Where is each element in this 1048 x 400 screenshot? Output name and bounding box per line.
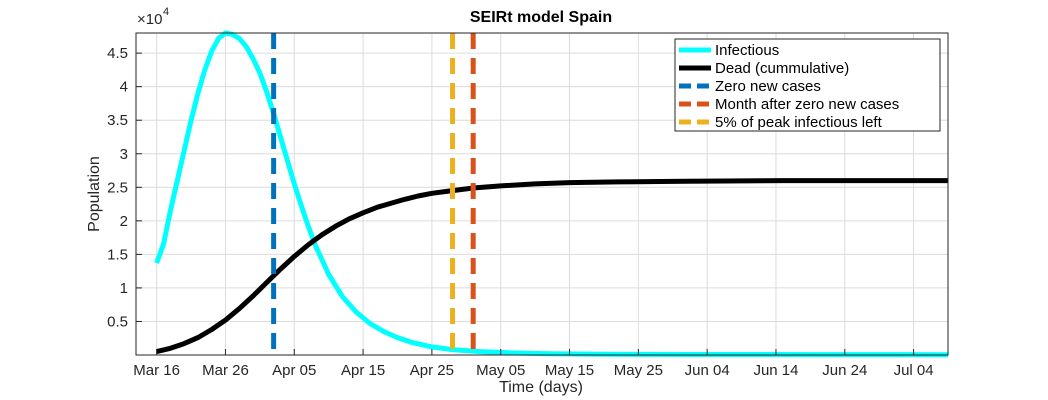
x-tick-label: Mar 16: [133, 362, 180, 379]
y-tick-label: 2.5: [107, 179, 128, 196]
legend-label-5-of-peak-infectious-left: 5% of peak infectious left: [715, 114, 883, 131]
y-tick-label: 1.5: [107, 246, 128, 263]
y-exponent-label: ×10 4: [137, 6, 169, 28]
x-tick-label: Apr 15: [341, 362, 385, 379]
legend-label-dead-cummulative: Dead (cummulative): [715, 60, 849, 77]
grid: [136, 33, 948, 355]
y-tick-label: 4: [120, 79, 128, 96]
x-tick-label: Apr 25: [410, 362, 454, 379]
x-tick-label: Jun 04: [685, 362, 730, 379]
y-exponent-power: 4: [163, 6, 169, 18]
vertical-lines: [271, 33, 476, 355]
y-tick-label: 4.5: [107, 45, 128, 62]
x-tick-label: Jun 14: [753, 362, 798, 379]
ticks: Mar 16 Mar 26 Apr 05 Apr 15 Apr 25 May 05 May …: [107, 45, 933, 379]
y-exponent-base: ×10: [137, 11, 162, 28]
legend-label-month-after-zero-new-cases: Month after zero new cases: [715, 96, 899, 113]
x-tick-label: May 15: [545, 362, 594, 379]
legend-label-infectious: Infectious: [715, 42, 779, 59]
x-tick-label: May 05: [476, 362, 525, 379]
x-tick-label: Apr 05: [272, 362, 316, 379]
x-tick-label: Jun 24: [822, 362, 867, 379]
y-tick-label: 0.5: [107, 313, 128, 330]
axes-box: [135, 32, 949, 356]
series-layer: [154, 30, 949, 358]
y-tick-label: 3: [120, 146, 128, 163]
x-tick-label: May 25: [614, 362, 663, 379]
series-line-dead-cummulative: [156, 178, 948, 355]
series-line-infectious: [154, 30, 949, 358]
x-tick-label: Mar 26: [202, 362, 249, 379]
x-axis-label: Time (days): [499, 379, 583, 396]
legend-box: [674, 38, 941, 132]
x-tick-label: Jul 04: [894, 362, 934, 379]
y-tick-label: 1: [120, 280, 128, 297]
y-tick-label: 3.5: [107, 112, 128, 129]
y-tick-label: 2: [120, 213, 128, 230]
y-axis-label: Population: [86, 156, 103, 232]
legend-label-zero-new-cases: Zero new cases: [715, 78, 821, 95]
chart-title: SEIRt model Spain: [470, 9, 612, 26]
